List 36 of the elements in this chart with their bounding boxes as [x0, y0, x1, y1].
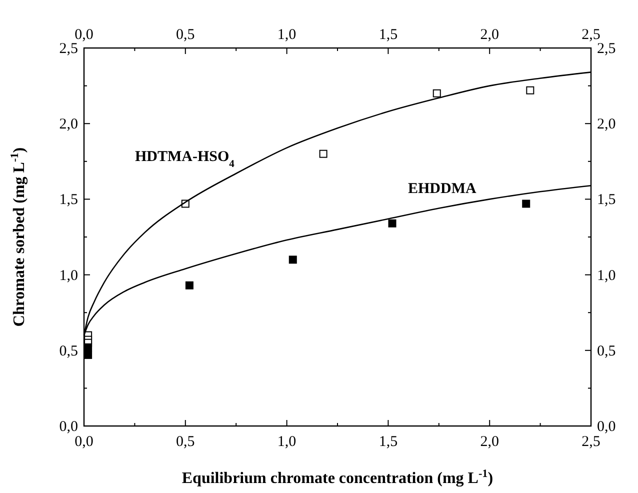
y-tick-label: 2,0: [59, 116, 78, 133]
y2-tick-label: 2,0: [597, 116, 616, 133]
y2-tick-label: 1,5: [597, 192, 616, 208]
point: [84, 343, 92, 352]
x-tick-label: 0,5: [176, 27, 195, 43]
y-tick-label: 1,5: [59, 192, 78, 208]
x-tick-label: 0,0: [74, 27, 94, 43]
point: [526, 86, 534, 94]
point: [185, 281, 194, 290]
point: [432, 89, 441, 98]
annotation: EHDDMA: [408, 181, 476, 197]
y-tick-label: 2,5: [59, 41, 78, 57]
y2-tick-label: 1,0: [597, 268, 616, 284]
x-tick-label: 2,0: [480, 27, 499, 43]
y-tick-label: 0,5: [59, 343, 78, 360]
point: [84, 350, 92, 359]
annotation: HDTMA-HSO$_{4}$: [135, 149, 236, 170]
x2-tick-label: 0,0: [74, 434, 94, 450]
x2-tick-label: 0,5: [176, 434, 195, 450]
x2-tick-label: 1,5: [378, 434, 398, 450]
x2-tick-label: 1,0: [277, 434, 296, 450]
x-tick-label: 2,5: [582, 27, 600, 43]
y-tick-label: 0,0: [59, 419, 78, 435]
point: [388, 219, 396, 228]
x-tick-label: 1,0: [277, 27, 296, 43]
x-tick-label: 1,5: [378, 27, 398, 43]
y2-tick-label: 0,5: [597, 343, 616, 360]
y2-tick-label: 2,5: [597, 41, 616, 57]
y2-tick-label: 0,0: [597, 419, 616, 435]
x-axis-title: Equilibrium chromate concentration (mg L$^{-1}$): [182, 468, 494, 487]
point: [319, 150, 328, 158]
x2-tick-label: 2,0: [480, 434, 499, 450]
y-tick-label: 1,0: [59, 268, 78, 284]
point: [288, 256, 297, 264]
x2-tick-label: 2,5: [582, 434, 600, 450]
point: [522, 200, 530, 208]
